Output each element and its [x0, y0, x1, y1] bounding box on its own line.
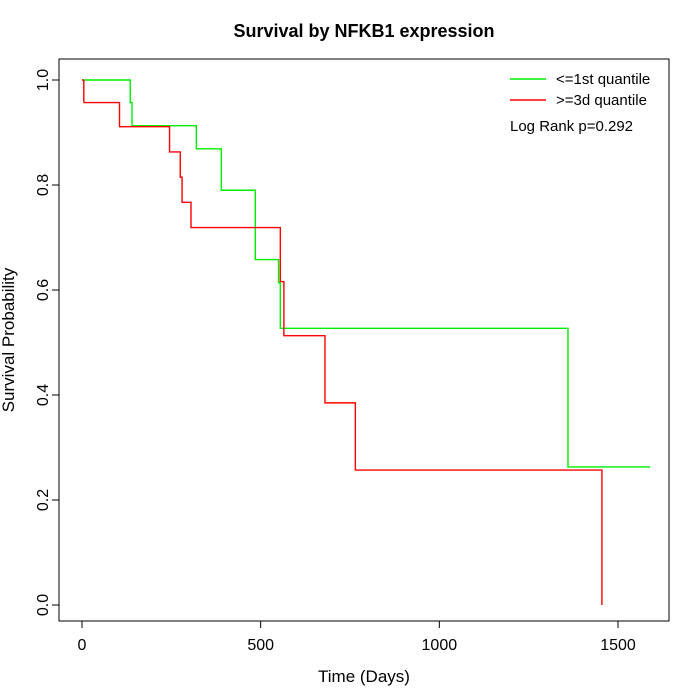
x-tick-label: 1000 — [422, 637, 458, 654]
y-tick-label: 0.2 — [35, 489, 52, 511]
y-tick-label: 0.0 — [35, 594, 52, 616]
x-axis: 0 500 1000 1500 — [78, 620, 636, 654]
legend-label: <=1st quantile — [556, 71, 650, 88]
x-axis-label: Time (Days) — [318, 667, 410, 686]
y-axis: 0.0 0.2 0.4 0.6 0.8 1.0 — [35, 69, 60, 616]
plot-area-frame — [58, 58, 670, 622]
survival-curve-series-2 — [83, 101, 603, 605]
y-tick-label: 0.6 — [35, 279, 52, 301]
x-tick-label: 500 — [247, 637, 274, 654]
survival-curve-series-1 — [82, 79, 651, 468]
x-tick-label: 0 — [78, 637, 87, 654]
legend: <=1st quantile >=3d quantile — [510, 71, 650, 109]
y-axis-label: Survival Probability — [0, 267, 18, 412]
chart-title: Survival by NFKB1 expression — [233, 21, 494, 41]
legend-label: >=3d quantile — [556, 92, 647, 109]
series-layer — [82, 79, 651, 605]
y-tick-label: 0.8 — [35, 174, 52, 196]
y-tick-label: 0.4 — [35, 384, 52, 406]
y-tick-label: 1.0 — [35, 69, 52, 91]
log-rank-annotation: Log Rank p=0.292 — [510, 118, 633, 135]
x-tick-label: 1500 — [600, 637, 636, 654]
